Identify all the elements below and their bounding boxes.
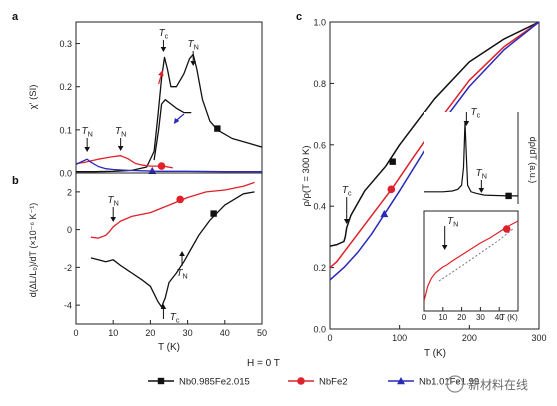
a-axes-frame xyxy=(75,21,263,174)
legend-marker-2 xyxy=(397,377,405,385)
y-tick-label: 0.0 xyxy=(313,325,326,335)
y-tick-label: 0.4 xyxy=(313,202,326,212)
inset-top-ylabel: dρ/dT (a.u.) xyxy=(528,137,538,183)
b-series-line-0 xyxy=(90,181,255,239)
a-red-sweep-arrow xyxy=(158,73,163,85)
legend: H = 0 T Nb0.985Fe2.015 NbFe2 Nb1.01Fe1.99 xyxy=(148,358,479,388)
inset-bottom-xlabel: T (K) xyxy=(500,313,518,322)
y-tick-label: 0 xyxy=(67,225,72,235)
inset-x-tick-label: 20 xyxy=(457,313,466,322)
x-tick-label: 20 xyxy=(145,328,155,338)
c-series-marker-0 xyxy=(389,158,396,165)
inset-bottom-series-line-1 xyxy=(438,227,515,282)
a-series-line-0 xyxy=(76,53,262,173)
b-annot-tn-black: TN xyxy=(176,268,187,281)
x-tick-label: 0 xyxy=(73,328,78,338)
panel-letter-a: a xyxy=(12,11,19,23)
x-tick-label: 30 xyxy=(183,328,193,338)
inset-top-annot-tn: TN xyxy=(476,168,487,181)
a-series-marker-2 xyxy=(157,162,166,170)
a-annot-tn-red: TN xyxy=(115,126,126,139)
wechat-icon xyxy=(446,375,464,393)
x-tick-label: 100 xyxy=(392,333,407,343)
a-annot-tn: TN xyxy=(188,39,199,52)
a-annot-tn-blue: TN xyxy=(82,126,93,139)
a-series-line-3 xyxy=(76,158,262,173)
x-tick-label: 50 xyxy=(257,328,267,338)
legend-marker-1 xyxy=(297,377,305,385)
inset-x-tick-label: 40 xyxy=(495,313,504,322)
a-series-marker-0 xyxy=(214,125,221,132)
b-ylabel: d(ΔL/L₀)/dT (×10⁻⁶ K⁻¹) xyxy=(28,203,38,298)
c-series-line-2 xyxy=(330,22,539,281)
y-tick-label: 0.3 xyxy=(59,39,72,49)
c-axes-frame xyxy=(329,21,540,330)
inset-bottom-series-line-0 xyxy=(424,220,518,302)
b-xlabel: T (K) xyxy=(158,342,180,353)
y-tick-label: 0.1 xyxy=(59,125,72,135)
b-series-marker-1 xyxy=(210,210,217,217)
panel-c-inset-bottom: 0 10 20 30 40T (K) TN xyxy=(422,210,519,322)
y-tick-label: 0.2 xyxy=(313,263,326,273)
inset-x-tick-label: 0 xyxy=(422,313,427,322)
legend-label-1: NbFe2 xyxy=(319,377,348,388)
watermark-text: 新材料在线 xyxy=(468,377,528,392)
legend-header: H = 0 T xyxy=(247,358,280,369)
panel-b-plot: 20-2-40 10 20 30 40 50d(ΔL/L₀)/dT (×10⁻⁶ K⁻¹)… xyxy=(28,172,267,353)
a-series-marker-3 xyxy=(148,166,157,175)
inset-bottom-annot-tn: TN xyxy=(447,216,458,229)
inset-x-tick-label: 30 xyxy=(476,313,485,322)
y-tick-label: 2 xyxy=(67,187,72,197)
c-ylabel: ρ/ρ(T = 300 K) xyxy=(301,145,312,206)
x-tick-label: 10 xyxy=(108,328,118,338)
b-series-marker-0 xyxy=(176,195,184,204)
c-xlabel: T (K) xyxy=(424,348,446,359)
legend-label-0: Nb0.985Fe2.015 xyxy=(179,377,250,388)
b-annot-tc: Tc xyxy=(170,312,180,325)
x-tick-label: 200 xyxy=(462,333,477,343)
b-axes-frame xyxy=(75,172,263,325)
a-series-line-1 xyxy=(153,99,192,161)
panel-letter-b: b xyxy=(12,175,19,187)
b-annot-tn-red: TN xyxy=(108,195,119,208)
a-series-line-2 xyxy=(76,155,173,169)
y-tick-label: 0.0 xyxy=(59,169,72,179)
y-tick-label: -4 xyxy=(64,301,72,311)
c-series-marker-2 xyxy=(380,209,389,218)
inset-top-annot-tc: Tc xyxy=(471,107,481,120)
a-ylabel: χ' (SI) xyxy=(28,85,39,110)
inset-bottom-series-marker-0 xyxy=(502,225,511,233)
x-tick-label: 0 xyxy=(327,333,332,343)
panel-letter-c: c xyxy=(296,11,302,23)
inset-bottom-frame xyxy=(423,210,519,312)
panel-c-inset-top: Tc TN dρ/dT (a.u.) xyxy=(424,107,538,204)
x-tick-label: 40 xyxy=(220,328,230,338)
panel-a-plot: 0.0 0.1 0.2 0.3 χ' (SI) Tc TN TN TN xyxy=(28,21,263,179)
legend-marker-0 xyxy=(157,377,165,385)
x-tick-label: 300 xyxy=(531,333,546,343)
inset-top-series-marker xyxy=(505,192,512,200)
watermark: 新材料在线 xyxy=(446,375,528,393)
y-tick-label: 0.2 xyxy=(59,82,72,92)
c-annot-tc: Tc xyxy=(342,185,352,198)
c-series-line-0 xyxy=(330,22,539,247)
y-tick-label: 1.0 xyxy=(313,18,326,28)
b-series-line-1 xyxy=(90,191,255,308)
y-tick-label: -2 xyxy=(64,263,72,273)
inset-x-tick-label: 10 xyxy=(438,313,447,322)
y-tick-label: 0.6 xyxy=(313,140,326,150)
a-annot-tc: Tc xyxy=(159,28,169,41)
inset-top-series-line xyxy=(424,122,518,197)
y-tick-label: 0.8 xyxy=(313,79,326,89)
legend-label-2: Nb1.01Fe1.99 xyxy=(419,377,479,388)
c-series-marker-1 xyxy=(387,185,396,194)
